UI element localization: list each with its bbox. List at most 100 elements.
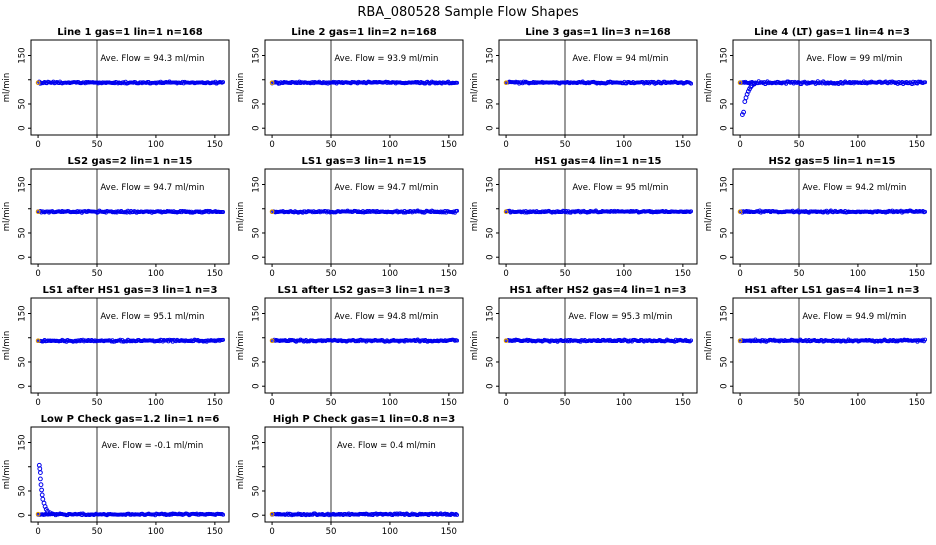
plot-box [264, 426, 464, 523]
y-tick-label: 150 [252, 47, 262, 63]
plot-box [498, 39, 698, 136]
x-tick-label: 150 [909, 398, 925, 408]
x-tick-label: 0 [503, 269, 508, 279]
panel-title: LS1 gas=3 lin=1 n=15 [302, 156, 427, 167]
panel-9: LS1 after HS1 gas=3 lin=1 n=3 0 50 100 150 0 5… [0, 283, 234, 412]
y-tick-label: 150 [252, 176, 262, 192]
plot-box [732, 297, 932, 394]
lead-point [39, 487, 44, 493]
x-tick-label: 50 [794, 398, 805, 408]
x-tick-label: 150 [207, 398, 223, 408]
panel-12: HS1 after LS1 gas=4 lin=1 n=3 0 50 100 150 0 5… [702, 283, 936, 412]
x-tick-label: 150 [675, 398, 691, 408]
panel-title: High P Check gas=1 lin=0.8 n=3 [273, 414, 455, 425]
lead-point [38, 470, 43, 475]
data-point [923, 209, 928, 214]
y-axis-label: ml/min [470, 202, 480, 232]
x-tick-label: 150 [441, 398, 457, 408]
y-axis: 0 50 150 [720, 176, 733, 260]
x-tick-label: 50 [794, 269, 805, 279]
x-axis: 0 50 100 150 [503, 393, 691, 408]
x-tick-label: 50 [794, 140, 805, 150]
plot-box [30, 297, 230, 394]
y-tick-label: 150 [252, 434, 262, 450]
data-point [455, 208, 460, 213]
x-tick-label: 100 [850, 140, 866, 150]
panel-1: Line 1 gas=1 lin=1 n=168 0 50 100 150 0 50 150 m… [0, 25, 234, 154]
y-axis-label: ml/min [2, 202, 12, 232]
panel-plot: Low P Check gas=1.2 lin=1 n=6 0 50 100 150 0 5… [2, 414, 230, 537]
x-tick-label: 50 [92, 140, 103, 150]
y-tick-label: 0 [252, 126, 262, 131]
x-axis: 0 50 100 150 [503, 135, 691, 150]
chart-grid: Line 1 gas=1 lin=1 n=168 0 50 100 150 0 50 150 m… [0, 25, 936, 541]
y-tick-label: 50 [18, 99, 28, 110]
plot-box [264, 297, 464, 394]
y-axis-label: ml/min [236, 331, 246, 361]
lead-point [49, 511, 55, 517]
y-axis: 0 50 150 [486, 176, 499, 260]
panel-10: LS1 after LS2 gas=3 lin=1 n=3 0 50 100 150 0 5… [234, 283, 468, 412]
x-axis: 0 50 100 150 [503, 264, 691, 279]
y-tick-label: 50 [486, 357, 496, 368]
first-point [269, 338, 275, 344]
data-point [221, 512, 226, 517]
ave-flow-annotation: Ave. Flow = 0.4 ml/min [337, 441, 436, 451]
panel-plot: Line 2 gas=1 lin=2 n=168 0 50 100 150 0 50 150 m… [236, 27, 464, 150]
y-tick-label: 50 [18, 486, 28, 497]
x-tick-label: 150 [441, 269, 457, 279]
x-axis: 0 50 100 150 [737, 393, 925, 408]
y-axis: 0 50 150 [720, 47, 733, 131]
y-axis-label: ml/min [704, 73, 714, 103]
y-axis: 0 50 150 [486, 47, 499, 131]
x-tick-label: 50 [560, 398, 571, 408]
y-axis-label: ml/min [704, 331, 714, 361]
y-tick-label: 50 [720, 357, 730, 368]
y-axis-label: ml/min [470, 331, 480, 361]
panel-title: HS2 gas=5 lin=1 n=15 [769, 156, 896, 167]
panel-title: LS1 after LS2 gas=3 lin=1 n=3 [277, 285, 450, 296]
x-tick-label: 150 [675, 269, 691, 279]
y-tick-label: 50 [720, 99, 730, 110]
x-tick-label: 0 [269, 527, 274, 537]
y-tick-label: 150 [486, 47, 496, 63]
data-point [689, 338, 694, 343]
y-axis: 0 50 150 [18, 47, 31, 131]
first-point [737, 209, 743, 215]
plot-box [30, 168, 230, 265]
panel-plot: HS1 after HS2 gas=4 lin=1 n=3 0 50 100 150 0 5… [470, 285, 698, 408]
x-tick-label: 50 [92, 269, 103, 279]
y-axis: 0 50 150 [252, 176, 265, 260]
plot-box [30, 426, 230, 523]
y-axis: 0 50 150 [720, 305, 733, 389]
data-band [738, 79, 928, 87]
panel-title: Low P Check gas=1.2 lin=1 n=6 [41, 414, 220, 425]
first-point [737, 80, 743, 86]
first-point [269, 209, 275, 215]
panel-11: HS1 after HS2 gas=4 lin=1 n=3 0 50 100 150 0 5… [468, 283, 702, 412]
chart-title: RBA_080528 Sample Flow Shapes [357, 5, 579, 20]
x-tick-label: 0 [269, 140, 274, 150]
data-band [36, 337, 226, 344]
x-axis: 0 50 100 150 [269, 522, 457, 537]
x-axis: 0 50 100 150 [269, 135, 457, 150]
y-tick-label: 0 [486, 384, 496, 389]
data-point [689, 209, 694, 214]
x-tick-label: 100 [382, 527, 398, 537]
y-tick-label: 50 [18, 228, 28, 239]
y-tick-label: 0 [18, 384, 28, 389]
data-band [36, 79, 226, 86]
y-axis-label: ml/min [2, 73, 12, 103]
y-tick-label: 50 [252, 486, 262, 497]
x-axis: 0 50 100 150 [737, 135, 925, 150]
x-tick-label: 50 [326, 269, 337, 279]
lead-point [38, 476, 43, 482]
plot-box [732, 39, 932, 136]
panel-5: LS2 gas=2 lin=1 n=15 0 50 100 150 0 50 150 ml/mi… [0, 154, 234, 283]
ave-flow-annotation: Ave. Flow = 93.9 ml/min [334, 54, 438, 64]
panel-plot: LS1 after LS2 gas=3 lin=1 n=3 0 50 100 150 0 5… [236, 285, 464, 408]
y-tick-label: 150 [720, 176, 730, 192]
first-point [269, 80, 275, 86]
x-tick-label: 100 [850, 269, 866, 279]
x-tick-label: 100 [148, 398, 164, 408]
